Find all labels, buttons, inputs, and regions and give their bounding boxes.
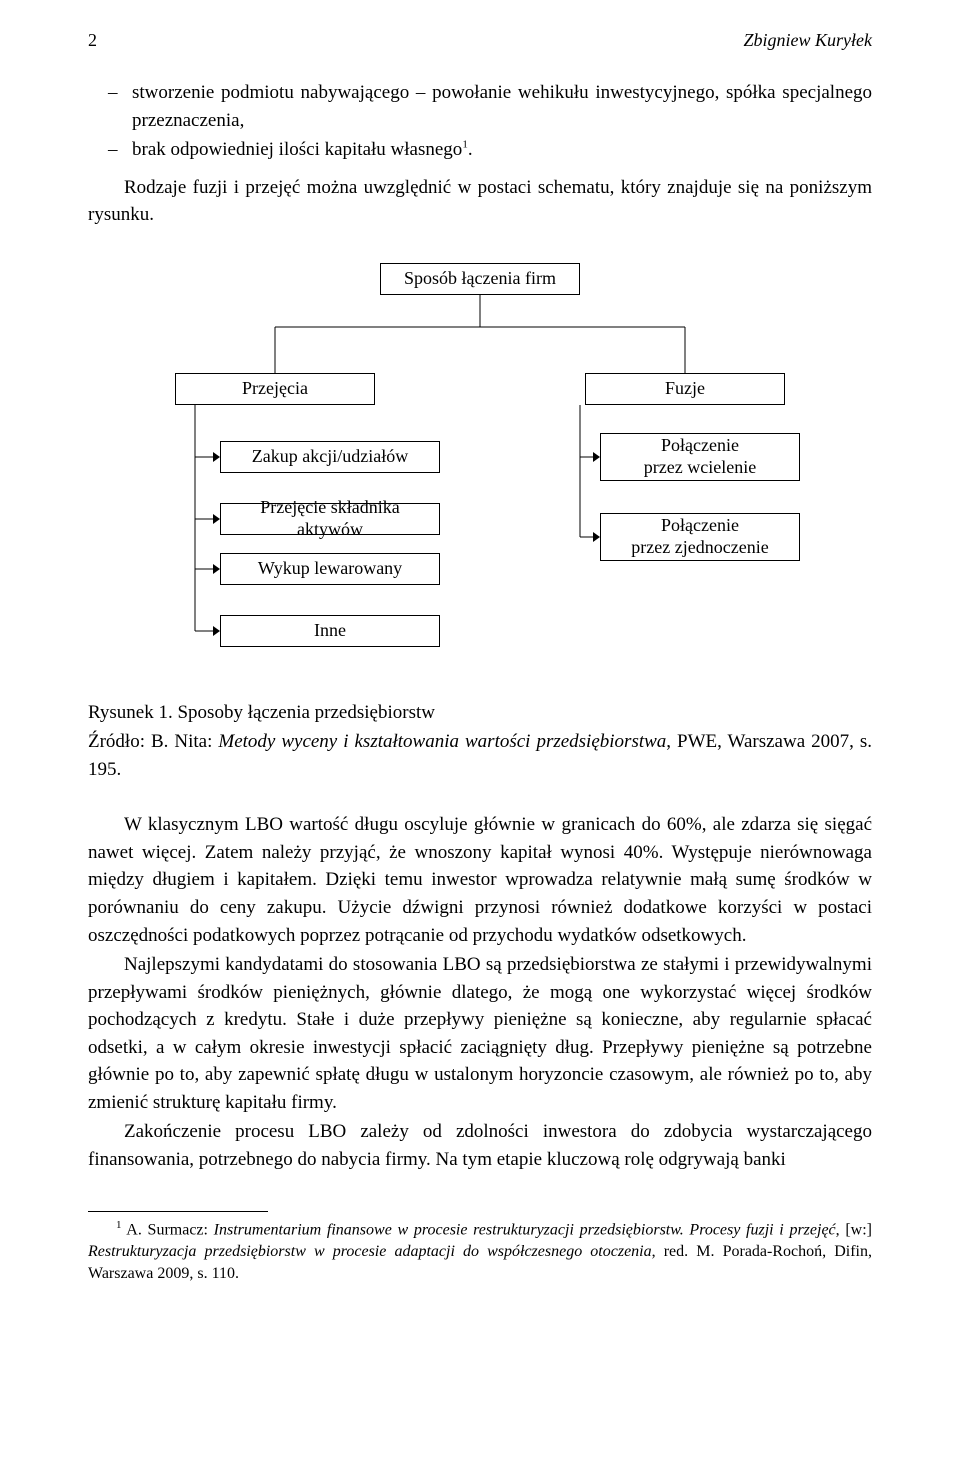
paragraph-text: Najlepszymi kandydatami do stosowania LB… <box>88 954 872 1113</box>
diagram-node-fuzje: Fuzje <box>585 373 785 405</box>
list-item-text: stworzenie podmiotu nabywającego – powoł… <box>132 82 872 131</box>
arrow-icon <box>195 563 220 575</box>
node-label: Przejęcia <box>242 378 308 400</box>
document-page: 2 Zbigniew Kuryłek stworzenie podmiotu n… <box>0 0 960 1467</box>
footnote-italic: Instrumentarium finansowe w procesie res… <box>214 1222 836 1239</box>
paragraph-text: Zakończenie procesu LBO zależy od zdolno… <box>88 1121 872 1170</box>
list-item-tail: . <box>468 139 473 160</box>
intro-paragraph: Rodzaje fuzji i przejęć można uwzględnić… <box>88 174 872 229</box>
page-number: 2 <box>88 30 97 51</box>
body-text: stworzenie podmiotu nabywającego – powoł… <box>88 79 872 1173</box>
paragraph: Najlepszymi kandydatami do stosowania LB… <box>88 951 872 1116</box>
bullet-list: stworzenie podmiotu nabywającego – powoł… <box>88 79 872 164</box>
node-label: Połączenie przez wcielenie <box>644 435 756 478</box>
footnote-text: A. Surmacz: <box>122 1222 214 1239</box>
node-label: Zakup akcji/udziałów <box>252 446 408 468</box>
node-label: Sposób łączenia firm <box>404 268 556 290</box>
source-title: Metody wyceny i kształtowania wartości p… <box>218 731 666 752</box>
arrow-icon <box>580 451 600 463</box>
footnote: 1 A. Surmacz: Instrumentarium finansowe … <box>88 1218 872 1284</box>
source-label: Źródło: B. Nita: <box>88 731 218 752</box>
running-head: Zbigniew Kuryłek <box>744 30 873 51</box>
diagram-node: Połączenie przez zjednoczenie <box>600 513 800 561</box>
diagram-root-node: Sposób łączenia firm <box>380 263 580 295</box>
diagram-node: Przejęcie składnika aktywów <box>220 503 440 535</box>
arrow-icon <box>195 625 220 637</box>
footnote-italic: Restrukturyzacja przedsiębiorstw w proce… <box>88 1243 652 1260</box>
list-item-text: brak odpowiedniej ilości kapitału własne… <box>132 139 462 160</box>
node-label: Fuzje <box>665 378 705 400</box>
node-label: Połączenie przez zjednoczenie <box>631 515 768 558</box>
figure-caption: Rysunek 1. Sposoby łączenia przedsiębior… <box>88 699 872 727</box>
merger-types-diagram: Sposób łączenia firm Przejęcia Fuzje Zak… <box>120 263 840 683</box>
arrow-icon <box>580 531 600 543</box>
list-item: stworzenie podmiotu nabywającego – powoł… <box>132 79 872 134</box>
page-header: 2 Zbigniew Kuryłek <box>88 30 872 51</box>
figure-source: Źródło: B. Nita: Metody wyceny i kształt… <box>88 728 872 783</box>
arrow-icon <box>195 513 220 525</box>
footnote-text: , [w:] <box>836 1222 872 1239</box>
diagram-node: Połączenie przez wcielenie <box>600 433 800 481</box>
paragraph-text: W klasycznym LBO wartość długu oscyluje … <box>88 814 872 945</box>
diagram-node-przejecia: Przejęcia <box>175 373 375 405</box>
paragraph: W klasycznym LBO wartość długu oscyluje … <box>88 811 872 949</box>
paragraph-text: Rodzaje fuzji i przejęć można uwzględnić… <box>88 177 872 226</box>
diagram-node: Inne <box>220 615 440 647</box>
arrow-icon <box>195 451 220 463</box>
footnote-separator <box>88 1211 268 1212</box>
node-label: Inne <box>314 620 346 642</box>
diagram-node: Zakup akcji/udziałów <box>220 441 440 473</box>
list-item: brak odpowiedniej ilości kapitału własne… <box>132 136 872 164</box>
node-label: Przejęcie składnika aktywów <box>227 497 433 540</box>
diagram-node: Wykup lewarowany <box>220 553 440 585</box>
node-label: Wykup lewarowany <box>258 558 402 580</box>
paragraph: Zakończenie procesu LBO zależy od zdolno… <box>88 1118 872 1173</box>
